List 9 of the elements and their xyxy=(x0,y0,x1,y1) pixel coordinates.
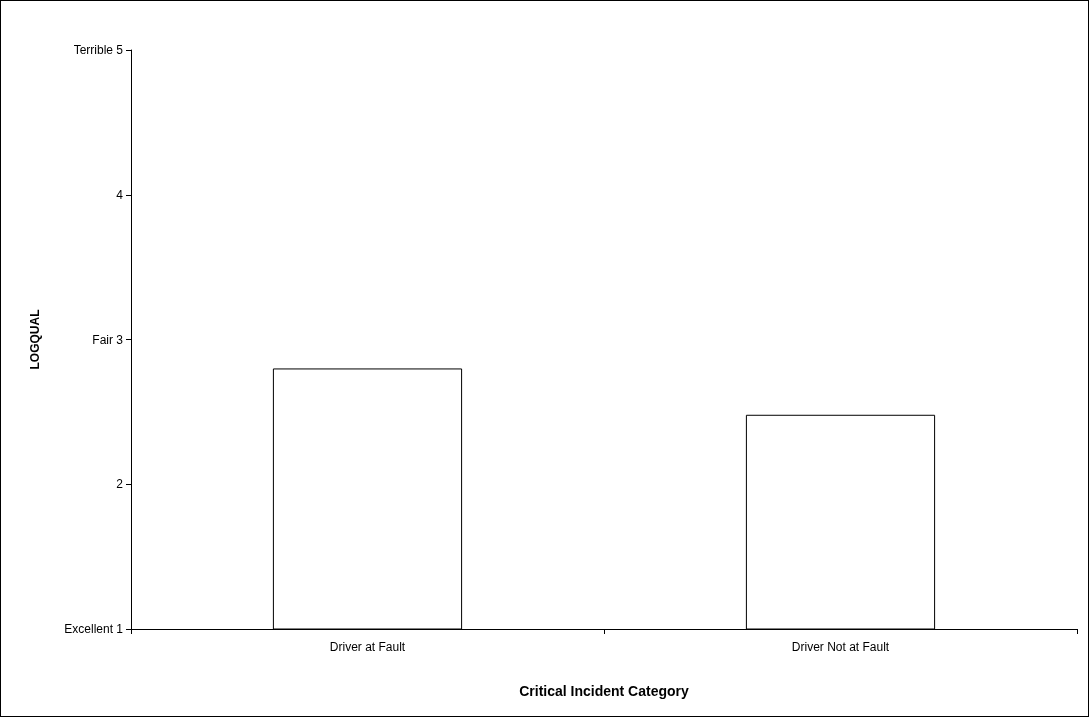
y-tick-label: 2 xyxy=(116,477,124,492)
y-tick-label: Excellent 1 xyxy=(64,622,124,636)
y-tick-label: 4 xyxy=(116,187,124,202)
x-tick-label: Driver Not at Fault xyxy=(791,640,890,654)
x-tick-label: Driver at Fault xyxy=(329,640,406,654)
y-axis-title: LOGQUAL xyxy=(28,309,42,370)
y-tick-label: Terrible 5 xyxy=(73,43,124,57)
x-axis-title: Critical Incident Category xyxy=(519,683,690,699)
y-tick-label: Fair 3 xyxy=(92,332,124,347)
